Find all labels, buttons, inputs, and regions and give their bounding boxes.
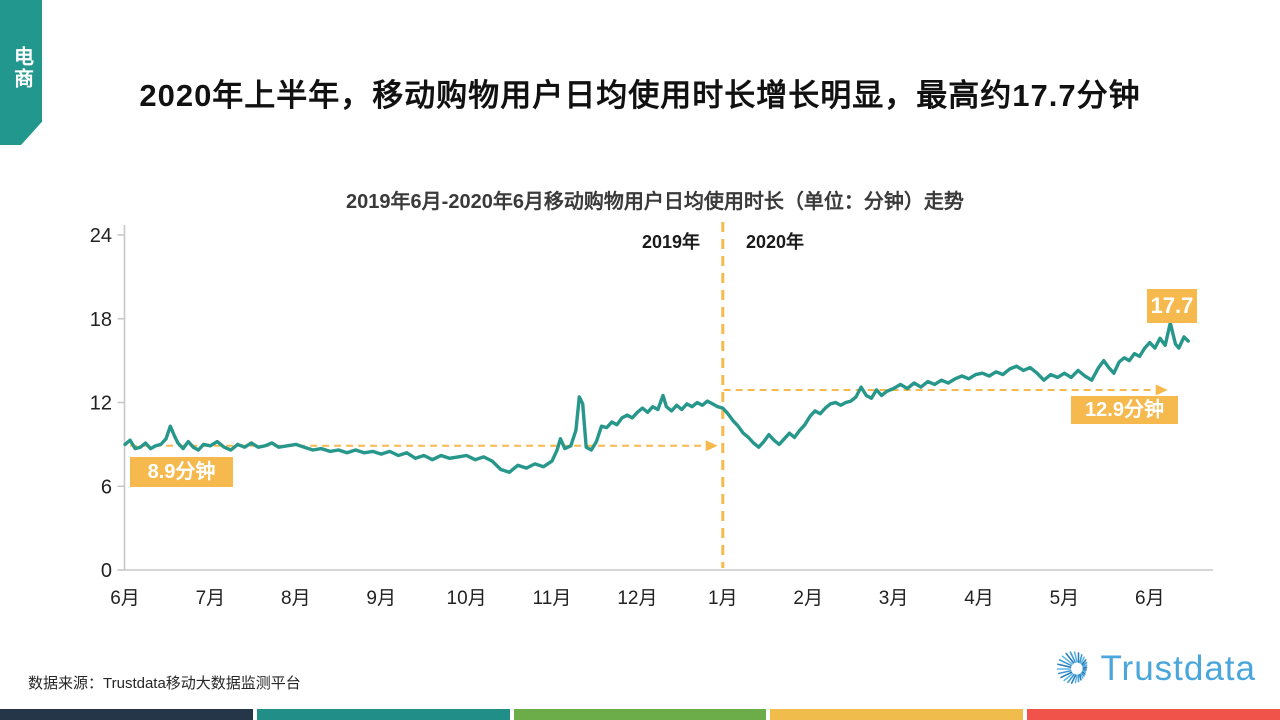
logo-burst-ray (1081, 659, 1087, 666)
x-tick-label: 5月 (1050, 588, 1080, 609)
logo-burst-ray (1063, 672, 1074, 682)
logo-burst-ray (1070, 674, 1077, 684)
data-source-note: 数据来源：Trustdata移动大数据监测平台 (28, 675, 301, 692)
trustdata-logo-text: Trustdata (1100, 649, 1256, 688)
x-tick-label: 1月 (708, 588, 738, 609)
y-tick-label: 12 (90, 393, 112, 415)
footer-bar-segment (256, 709, 510, 720)
x-tick-label: 4月 (964, 588, 994, 609)
x-tick-label: 6月 (1135, 588, 1165, 609)
chart-title: 2019年6月-2020年6月移动购物用户日均使用时长（单位：分钟）走势 (346, 191, 964, 213)
logo-burst-ray (1079, 654, 1083, 664)
logo-burst-ray (1078, 673, 1082, 681)
logo-burst-ray (1081, 661, 1088, 667)
ecommerce-tab-label: 电商 (10, 46, 33, 90)
x-tick-label: 6月 (110, 588, 140, 609)
logo-burst-ray (1080, 673, 1084, 679)
page-title: 2020年上半年，移动购物用户日均使用时长增长明显，最高约17.7分钟 (139, 78, 1141, 113)
x-tick-label: 10月 (447, 588, 487, 609)
usage-time-line (123, 321, 1190, 474)
logo-burst-ray (1058, 659, 1072, 667)
logo-burst-ray (1080, 672, 1085, 677)
x-tick-label: 7月 (196, 588, 226, 609)
logo-burst-ray (1069, 651, 1076, 663)
y-tick-label: 0 (101, 560, 112, 582)
logo-burst-ray (1060, 671, 1073, 679)
logo-burst-ray (1057, 669, 1072, 675)
x-tick-label: 3月 (879, 588, 909, 609)
y-tick-label: 18 (90, 309, 112, 331)
logo-burst-ray (1073, 651, 1078, 663)
x-tick-label: 11月 (533, 588, 572, 609)
y-tick-label: 6 (101, 476, 112, 498)
footer-bar-segment (0, 709, 253, 720)
logo-burst-ray (1082, 670, 1087, 674)
y-tick-label: 24 (90, 225, 112, 247)
logo-burst-ray (1081, 671, 1086, 675)
annotation-8-9-min: 8.9分钟 (130, 457, 233, 487)
era-label-2020: 2020年 (746, 232, 805, 252)
logo-burst-ray (1082, 664, 1088, 668)
annotation-arrow-head (1155, 384, 1168, 396)
logo-burst-ray (1082, 669, 1087, 672)
logo-burst-ray (1057, 663, 1072, 668)
annotation-peak-17-7: 17.7 (1147, 289, 1197, 323)
ecommerce-ribbon-tab[interactable]: 电商 (0, 0, 42, 145)
annotation-arrow-head (705, 440, 718, 452)
logo-burst-ray (1082, 666, 1088, 669)
x-tick-label: 12月 (617, 588, 657, 609)
trustdata-sunburst-icon (1056, 651, 1088, 684)
footer-color-bars (0, 709, 1280, 720)
logo-burst-ray (1061, 655, 1073, 665)
era-label-2019: 2019年 (641, 232, 700, 252)
footer-bar-segment (1027, 709, 1280, 720)
footer-bar-segment (770, 709, 1024, 720)
x-tick-label: 9月 (366, 588, 396, 609)
trustdata-logo: Trustdata (1056, 634, 1256, 704)
x-tick-label: 8月 (281, 588, 311, 609)
logo-burst-ray (1065, 652, 1075, 664)
x-tick-label: 2月 (793, 588, 823, 609)
annotation-12-9-min: 12.9分钟 (1071, 396, 1178, 424)
footer-bar-segment (513, 709, 767, 720)
logo-burst-ray (1080, 656, 1085, 665)
logo-burst-ray (1074, 674, 1078, 684)
logo-burst-ray (1067, 673, 1075, 684)
